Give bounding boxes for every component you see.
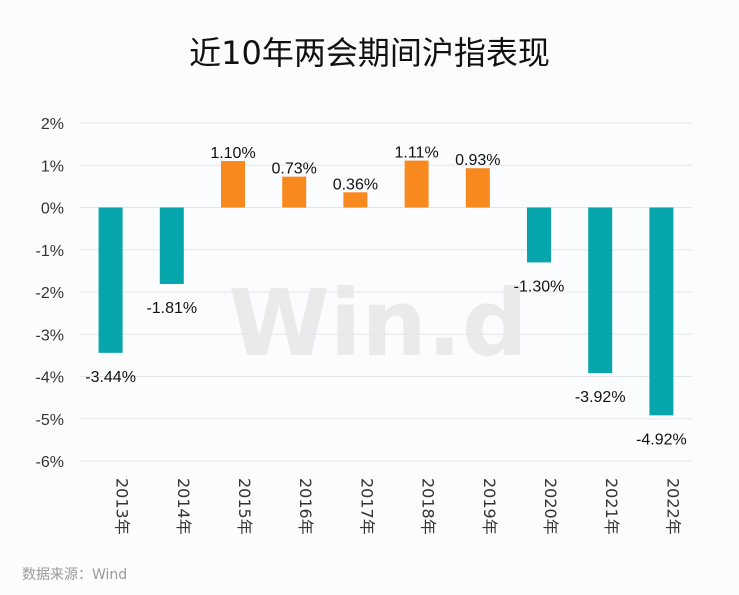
x-tick-label: 2017年 [357,478,376,535]
bar-2021年 [588,207,613,374]
data-label: -3.44% [85,369,136,386]
x-tick-label: 2021年 [602,478,621,535]
data-label: 0.73% [272,161,317,178]
data-label: 0.93% [455,152,500,169]
x-tick-label: 2015年 [235,478,254,535]
data-label: 0.36% [333,176,378,193]
chart-title: 近10年两会期间沪指表现 [189,34,550,72]
source-note: 数据来源：Wind [22,567,128,583]
y-tick-label: -5% [36,412,64,429]
x-axis: 2013年 2014年 2015年 2016年 2017年 2018年 2019年 2020年… [113,478,683,535]
data-labels: -3.44% -1.81% 1.10% 0.73% 0.36% 1.11% 0.93% -1.… [85,145,687,449]
x-tick-label: 2018年 [419,478,438,535]
x-tick-label: 2020年 [541,478,560,535]
data-label: 1.11% [395,145,439,162]
data-label: -1.30% [514,278,565,295]
x-tick-label: 2014年 [174,478,193,535]
watermark: Win.d [228,270,527,377]
y-tick-label: -6% [36,454,64,471]
data-label: -4.92% [636,431,687,448]
bar-2013年 [98,207,123,353]
y-axis: 2% 1% 0% -1% -2% -3% -4% -5% -6% [36,116,64,471]
y-tick-label: 0% [41,201,64,218]
y-tick-label: 2% [41,116,64,133]
x-tick-label: 2022年 [663,478,682,535]
y-tick-label: -2% [36,285,64,302]
y-tick-label: -1% [36,243,64,260]
bar-2019年 [465,168,490,208]
data-label: -3.92% [575,389,626,406]
x-tick-label: 2013年 [113,478,132,535]
x-tick-label: 2019年 [480,478,499,535]
data-label: -1.81% [146,300,197,317]
y-tick-label: -3% [36,327,64,344]
bars [98,160,674,416]
bar-2022年 [649,207,674,416]
bar-2016年 [282,176,307,208]
bar-2020年 [527,207,551,263]
bar-2015年 [221,161,245,208]
x-tick-label: 2016年 [296,478,315,535]
y-tick-label: 1% [41,158,64,175]
data-label: 1.10% [210,145,255,162]
y-tick-label: -4% [36,370,64,387]
bar-2014年 [159,207,184,284]
bar-2017年 [343,192,368,208]
bar-2018年 [404,160,429,208]
